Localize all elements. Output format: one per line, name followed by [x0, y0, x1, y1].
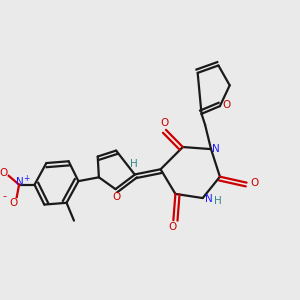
Text: O: O — [160, 118, 169, 128]
Text: -: - — [3, 191, 7, 201]
Text: N: N — [16, 177, 24, 187]
Text: H: H — [214, 196, 221, 206]
Text: O: O — [250, 178, 258, 188]
Text: O: O — [10, 197, 18, 208]
Text: +: + — [23, 174, 30, 183]
Text: O: O — [222, 100, 231, 110]
Text: O: O — [168, 222, 177, 232]
Text: N: N — [205, 194, 212, 204]
Text: N: N — [212, 143, 220, 154]
Text: H: H — [130, 159, 137, 169]
Text: O: O — [0, 168, 8, 178]
Text: O: O — [113, 193, 121, 202]
